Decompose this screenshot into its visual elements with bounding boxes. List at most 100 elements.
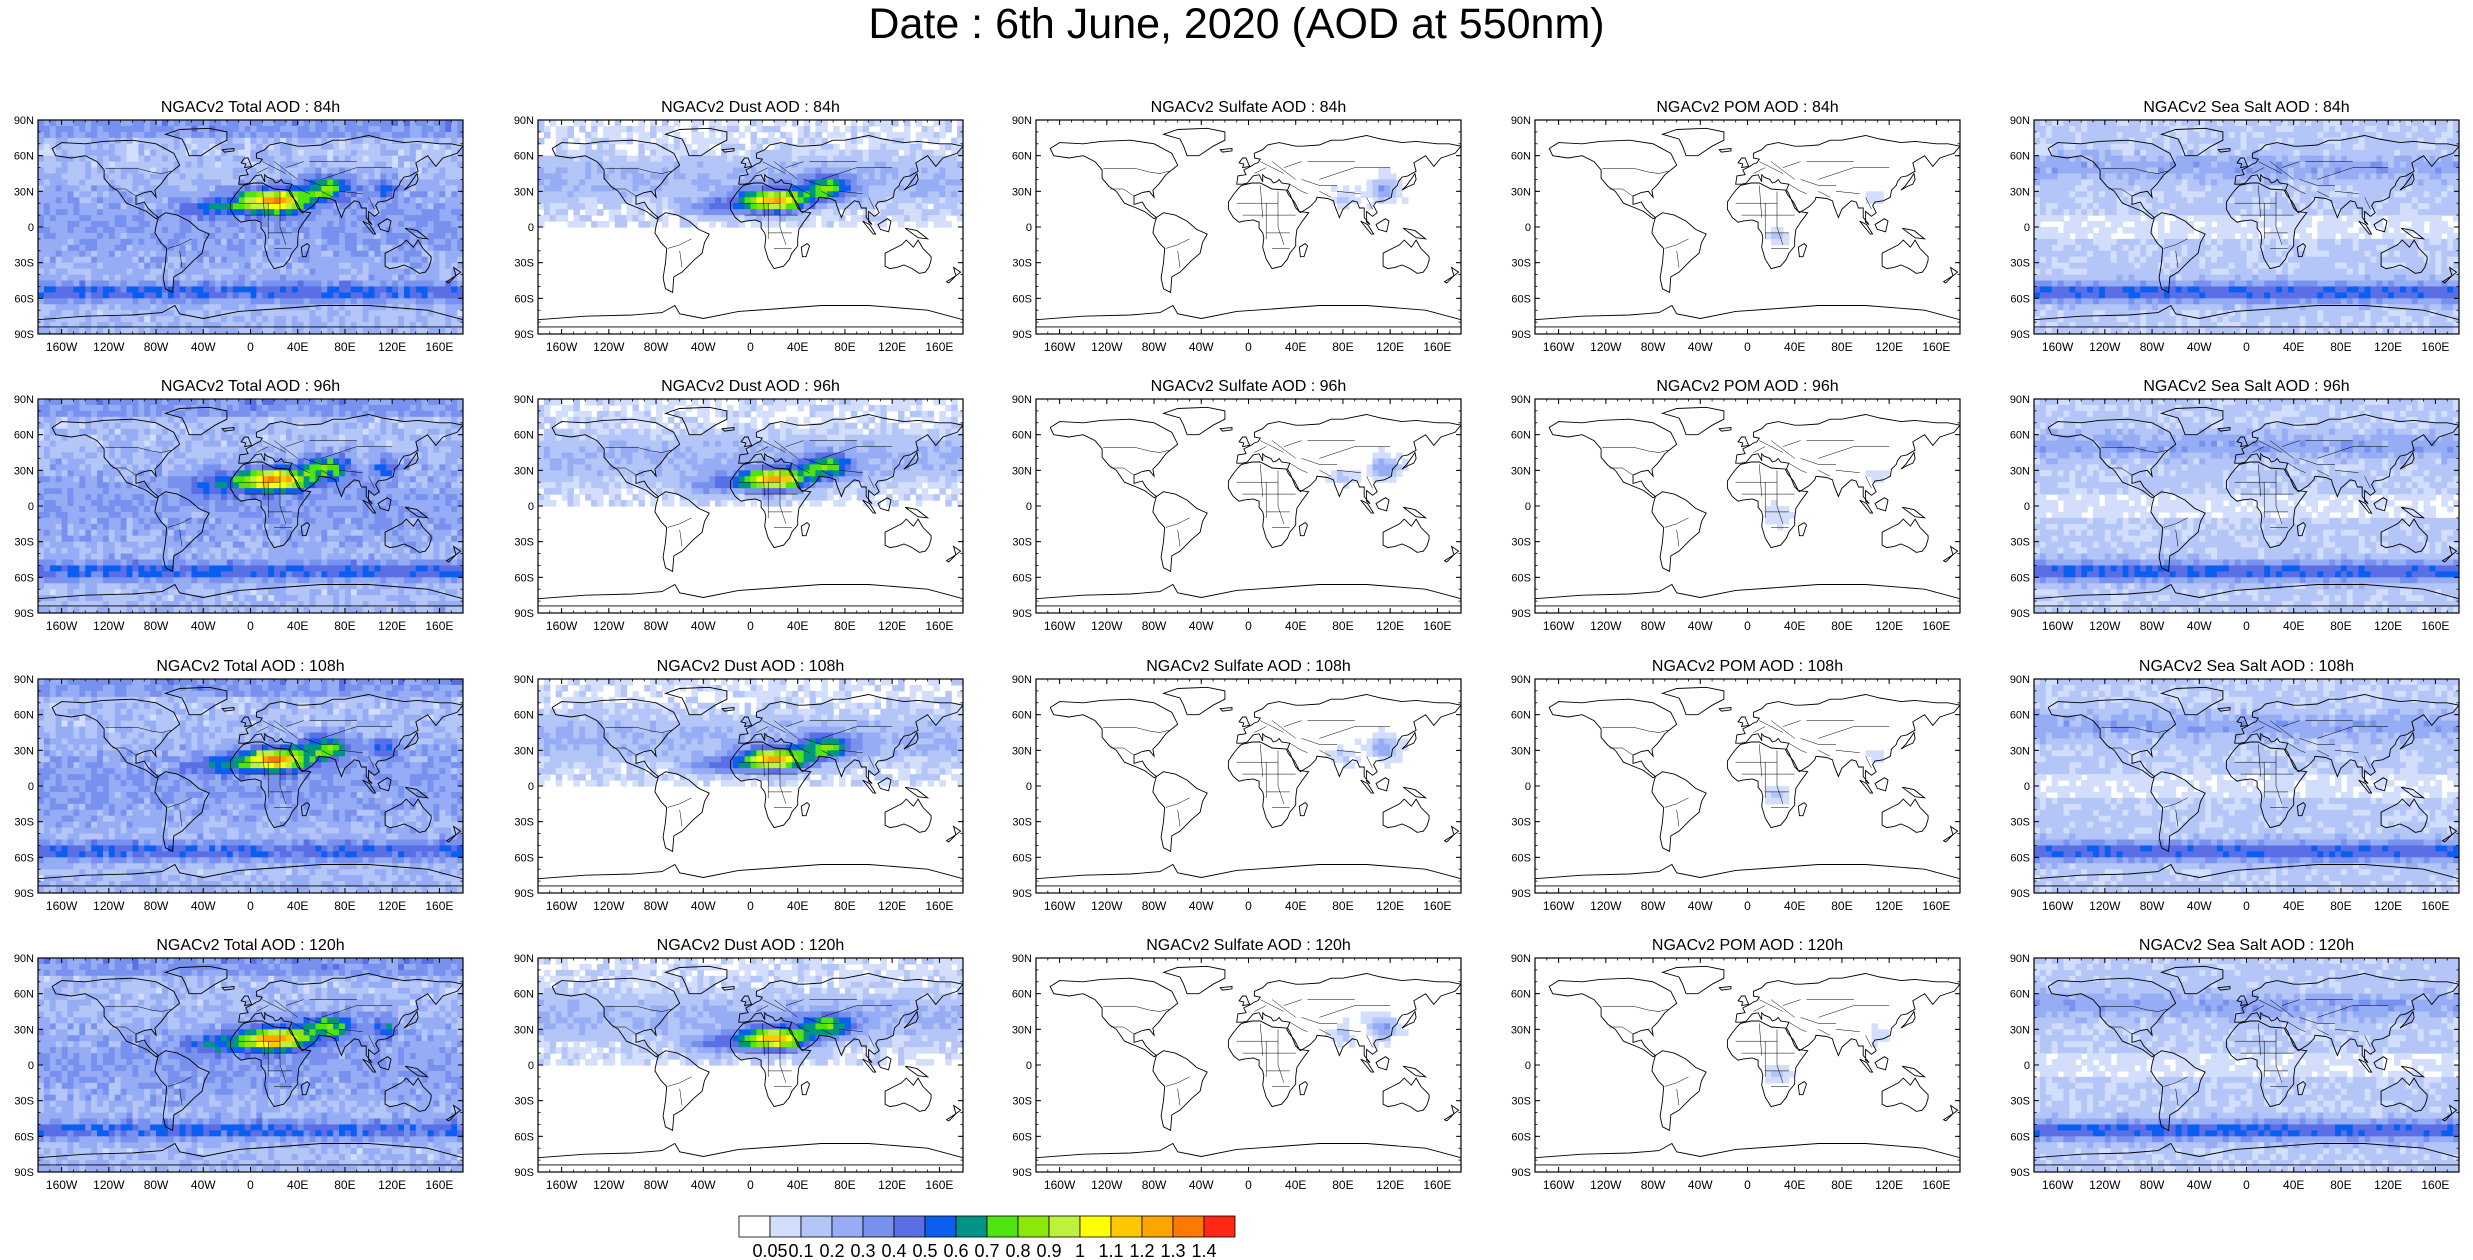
lon-tick-label: 160E	[1423, 340, 1451, 354]
lat-tick-label: 0	[528, 781, 534, 793]
lat-tick-label: 30N	[14, 745, 34, 757]
lat-tick-label: 90S	[2010, 888, 2030, 900]
lat-tick-label: 60S	[1012, 852, 1032, 864]
lon-tick-label: 40W	[691, 1178, 716, 1192]
lon-tick-label: 120W	[1590, 619, 1622, 633]
lat-tick-label: 30S	[14, 537, 34, 549]
lon-tick-label: 120E	[1875, 619, 1903, 633]
lon-tick-label: 80E	[1831, 340, 1852, 354]
lon-tick-label: 40E	[287, 340, 308, 354]
colorbar-swatch	[1048, 1215, 1081, 1238]
lat-tick-label: 30N	[1012, 465, 1032, 477]
lat-tick-label: 90S	[2010, 1167, 2030, 1179]
lon-tick-label: 40E	[1784, 899, 1805, 913]
lat-tick-label: 90S	[1511, 608, 1531, 620]
lat-tick-label: 30S	[2010, 258, 2030, 270]
lon-tick-label: 40W	[191, 340, 216, 354]
lon-tick-label: 80W	[2140, 619, 2165, 633]
lat-tick-label: 30S	[514, 537, 534, 549]
lon-tick-label: 80W	[1142, 1178, 1167, 1192]
lon-tick-label: 160W	[1543, 340, 1575, 354]
lon-tick-label: 40W	[1189, 619, 1214, 633]
lat-tick-label: 90N	[1012, 674, 1032, 686]
colorbar-swatch	[1172, 1215, 1205, 1238]
lon-tick-label: 160W	[1543, 1178, 1575, 1192]
lon-tick-label: 0	[2243, 899, 2250, 913]
lon-tick-label: 160E	[2421, 619, 2449, 633]
lon-tick-label: 120E	[878, 899, 906, 913]
lon-tick-label: 80E	[334, 619, 355, 633]
lat-tick-label: 0	[1026, 1060, 1032, 1072]
lon-tick-label: 160W	[46, 619, 78, 633]
lon-tick-label: 160E	[1423, 619, 1451, 633]
lat-tick-label: 30N	[2010, 1024, 2030, 1036]
lon-tick-label: 80W	[1142, 619, 1167, 633]
lon-tick-label: 160W	[1044, 1178, 1076, 1192]
panel-title: NGACv2 Total AOD : 96h	[161, 378, 340, 395]
lat-tick-label: 30S	[1012, 258, 1032, 270]
lat-tick-label: 90S	[1511, 329, 1531, 341]
lat-tick-label: 60N	[1012, 710, 1032, 722]
lat-tick-label: 60N	[1511, 151, 1531, 163]
lon-tick-label: 120E	[378, 619, 406, 633]
lon-tick-label: 80E	[1831, 1178, 1852, 1192]
lat-tick-label: 60S	[1012, 572, 1032, 584]
lon-tick-label: 40W	[691, 619, 716, 633]
lon-tick-label: 120W	[93, 899, 125, 913]
lat-tick-label: 60N	[2010, 151, 2030, 163]
lat-tick-label: 60S	[514, 852, 534, 864]
lon-tick-label: 40W	[191, 899, 216, 913]
lon-tick-label: 80E	[334, 340, 355, 354]
lat-tick-label: 60N	[2010, 430, 2030, 442]
lat-tick-label: 60S	[1511, 293, 1531, 305]
lat-tick-label: 90S	[514, 608, 534, 620]
lon-tick-label: 160E	[425, 899, 453, 913]
lon-tick-label: 160W	[1044, 899, 1076, 913]
panel-title: NGACv2 Sulfate AOD : 84h	[1151, 99, 1347, 116]
lat-tick-label: 90S	[14, 888, 34, 900]
lat-tick-label: 90N	[2010, 674, 2030, 686]
lat-tick-label: 30N	[514, 745, 534, 757]
lon-tick-label: 40W	[2187, 619, 2212, 633]
lon-tick-label: 40W	[1189, 899, 1214, 913]
map-panel: NGACv2 Sea Salt AOD : 84h 90N 60N 30N 0 30S 60…	[2010, 99, 2460, 354]
lon-tick-label: 0	[247, 1178, 254, 1192]
lat-tick-label: 30S	[514, 258, 534, 270]
lat-tick-label: 0	[28, 222, 34, 234]
lon-tick-label: 120W	[93, 340, 125, 354]
lat-tick-label: 0	[528, 501, 534, 513]
lat-tick-label: 90N	[2010, 394, 2030, 406]
lon-tick-label: 40E	[1285, 340, 1306, 354]
lon-tick-label: 40W	[1688, 619, 1713, 633]
lon-tick-label: 160E	[425, 1178, 453, 1192]
lon-tick-label: 160W	[46, 1178, 78, 1192]
lat-tick-label: 60N	[2010, 989, 2030, 1001]
colorbar-label: 1.3	[1160, 1241, 1185, 1260]
colorbar-swatch	[1203, 1215, 1236, 1238]
lat-tick-label: 90N	[1012, 953, 1032, 965]
lon-tick-label: 160E	[2421, 340, 2449, 354]
lat-tick-label: 0	[1525, 1060, 1531, 1072]
colorbar-label: 0.05	[752, 1241, 787, 1260]
panel-title: NGACv2 Dust AOD : 96h	[661, 378, 840, 395]
lon-tick-label: 120W	[593, 899, 625, 913]
lat-tick-label: 60N	[14, 430, 34, 442]
lat-tick-label: 60N	[1012, 151, 1032, 163]
map-panel: NGACv2 Sea Salt AOD : 120h 90N 60N 30N 0 30S 6…	[2010, 937, 2460, 1192]
lat-tick-label: 60S	[1511, 852, 1531, 864]
lon-tick-label: 160W	[1543, 619, 1575, 633]
lon-tick-label: 0	[747, 899, 754, 913]
colorbar-swatch	[986, 1215, 1019, 1238]
panel-title: NGACv2 Dust AOD : 84h	[661, 99, 840, 116]
lat-tick-label: 0	[528, 1060, 534, 1072]
colorbar-swatch	[1141, 1215, 1174, 1238]
lon-tick-label: 120W	[593, 1178, 625, 1192]
lat-tick-label: 30N	[2010, 465, 2030, 477]
lon-tick-label: 40W	[1189, 1178, 1214, 1192]
lon-tick-label: 160E	[1423, 899, 1451, 913]
lon-tick-label: 160E	[1922, 619, 1950, 633]
lat-tick-label: 90S	[514, 329, 534, 341]
lon-tick-label: 160E	[2421, 1178, 2449, 1192]
lon-tick-label: 80E	[334, 1178, 355, 1192]
